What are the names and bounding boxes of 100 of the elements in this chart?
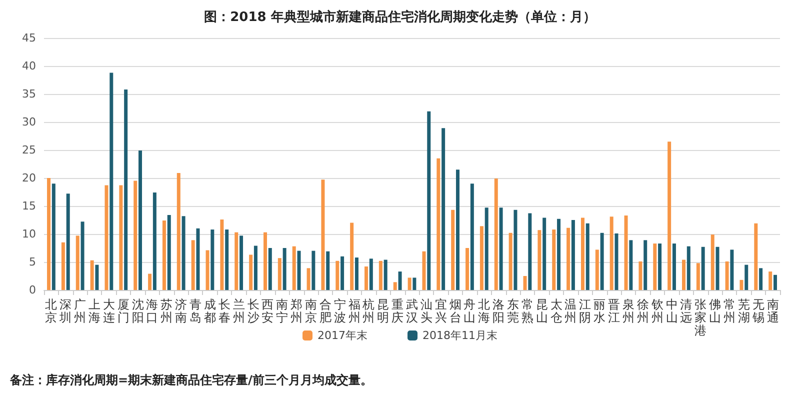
bar <box>514 210 518 290</box>
bar <box>451 210 455 290</box>
x-tick-label: 东莞 <box>507 298 520 324</box>
bar <box>668 142 672 290</box>
y-tick-label: 45 <box>22 32 36 44</box>
bar <box>470 184 474 290</box>
bar <box>595 250 599 290</box>
x-tick-label: 上海 <box>88 298 101 324</box>
bar <box>629 240 633 290</box>
bar <box>47 178 51 290</box>
y-tick-label: 40 <box>22 60 36 72</box>
bar <box>340 256 344 290</box>
bar <box>306 268 310 290</box>
bar <box>542 218 546 290</box>
bar <box>456 170 460 290</box>
y-tick-label: 15 <box>22 200 36 212</box>
x-tick-label: 泉州 <box>622 298 634 324</box>
bar <box>759 268 763 290</box>
legend-label: 2017年末 <box>318 329 368 342</box>
bar <box>206 250 210 290</box>
y-tick-label: 0 <box>29 284 36 296</box>
bar <box>350 222 354 290</box>
x-tick-label: 重庆 <box>392 298 404 324</box>
x-tick-label: 常熟 <box>521 298 534 324</box>
bar <box>326 251 330 290</box>
bar <box>740 280 744 290</box>
x-tick-label: 昆明 <box>377 298 390 324</box>
y-tick-label: 10 <box>22 228 36 240</box>
x-tick-label: 海口 <box>146 298 158 324</box>
bar <box>422 251 426 290</box>
x-tick-label: 昆山 <box>536 298 548 324</box>
x-tick-label: 北京 <box>45 298 58 324</box>
bar <box>234 232 238 290</box>
bar <box>557 218 561 290</box>
x-tick-label: 广州 <box>74 298 86 324</box>
bar <box>566 228 570 290</box>
bar <box>754 223 758 290</box>
x-tick-label: 青岛 <box>190 298 202 324</box>
bar <box>364 266 368 290</box>
bar <box>297 250 301 290</box>
bar <box>436 158 440 290</box>
bar <box>196 228 200 290</box>
bar <box>716 246 720 290</box>
bar <box>80 222 84 290</box>
x-tick-label: 清远 <box>680 298 692 324</box>
bar <box>768 272 772 290</box>
bar <box>225 230 229 290</box>
y-tick-label: 35 <box>22 88 36 100</box>
bar <box>134 180 138 290</box>
bar <box>210 230 214 290</box>
bar <box>710 234 714 290</box>
x-tick-label: 兰州 <box>232 298 245 324</box>
bar <box>494 178 498 290</box>
bar <box>254 246 258 290</box>
x-tick-label: 长春 <box>218 298 230 324</box>
bar <box>191 240 195 290</box>
x-tick-label: 晋江 <box>608 298 620 324</box>
x-tick-label: 舟山 <box>464 298 476 324</box>
bar <box>336 260 340 290</box>
bar <box>682 260 686 290</box>
bar <box>580 218 584 290</box>
x-tick-label: 常州 <box>723 298 736 324</box>
y-tick-label: 20 <box>22 172 36 184</box>
bar <box>263 232 267 290</box>
x-tick-label: 丽水 <box>594 298 606 324</box>
x-tick-label: 张家港 <box>694 298 707 338</box>
bar <box>538 230 542 290</box>
bar <box>523 276 527 290</box>
y-tick-label: 30 <box>22 116 36 128</box>
bar <box>586 223 590 290</box>
bar <box>480 226 484 290</box>
bar <box>61 242 65 290</box>
x-tick-label: 合肥 <box>319 298 332 324</box>
x-tick-label: 汕头 <box>420 298 432 324</box>
bar <box>369 258 373 290</box>
x-tick-label: 厦门 <box>117 298 130 324</box>
bar <box>412 278 416 290</box>
x-tick-label: 福州 <box>348 298 360 324</box>
bar <box>148 274 152 290</box>
bar <box>312 250 316 290</box>
bar <box>292 246 296 290</box>
bar <box>571 220 575 290</box>
x-tick-label: 南宁 <box>276 298 288 324</box>
bar <box>240 236 244 290</box>
bar <box>427 111 431 290</box>
bar <box>408 278 412 290</box>
bar <box>614 233 618 290</box>
x-tick-label: 济南 <box>175 298 188 324</box>
x-tick-label: 宜兴 <box>434 298 447 324</box>
bar <box>466 248 470 290</box>
bar <box>152 192 156 290</box>
bar <box>354 258 358 290</box>
x-tick-label: 温州 <box>564 298 577 324</box>
x-tick-label: 苏州 <box>160 298 173 324</box>
x-tick-label: 洛阳 <box>492 298 505 324</box>
x-tick-label: 宁波 <box>334 298 346 324</box>
bar <box>624 216 628 290</box>
x-tick-label: 北海 <box>478 298 490 324</box>
x-tick-label: 无锡 <box>751 298 764 324</box>
bar <box>52 184 56 290</box>
